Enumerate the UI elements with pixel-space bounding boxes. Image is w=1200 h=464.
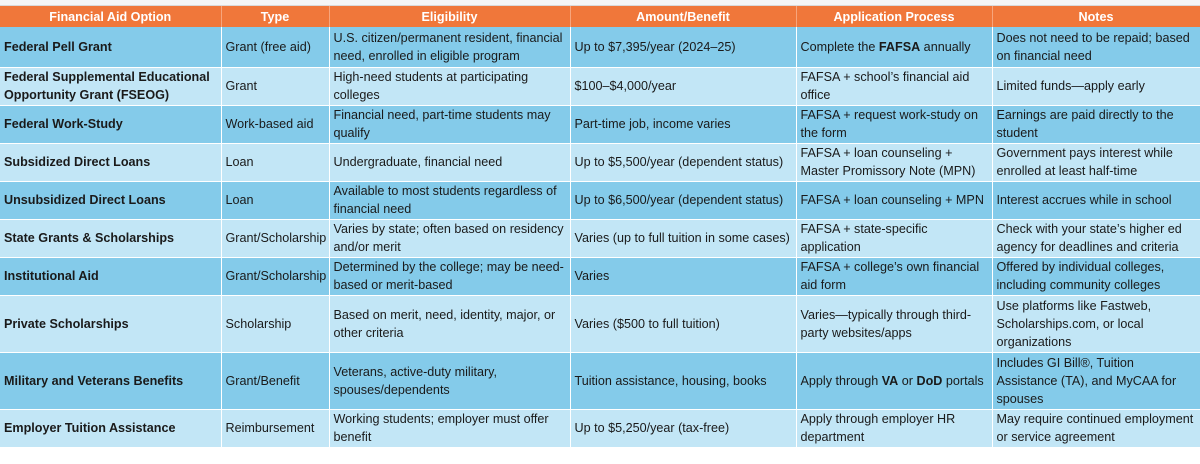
amount-cell[interactable]: Varies ($500 to full tuition) bbox=[570, 295, 797, 353]
table-row: Unsubsidized Direct Loans Loan Available… bbox=[0, 181, 1200, 220]
process-cell[interactable]: FAFSA + loan counseling + Master Promiss… bbox=[796, 143, 993, 182]
type-cell[interactable]: Scholarship bbox=[221, 295, 330, 353]
eligibility-cell[interactable]: High-need students at participating coll… bbox=[329, 67, 571, 106]
process-text: Apply through bbox=[800, 373, 882, 388]
type-cell[interactable]: Grant/Scholarship bbox=[221, 257, 330, 296]
spreadsheet-top-edge bbox=[0, 0, 1200, 6]
option-cell[interactable]: Federal Pell Grant bbox=[0, 27, 222, 68]
option-cell[interactable]: Military and Veterans Benefits bbox=[0, 352, 222, 410]
table-row: Military and Veterans Benefits Grant/Ben… bbox=[0, 352, 1200, 410]
amount-cell[interactable]: Tuition assistance, housing, books bbox=[570, 352, 797, 410]
option-cell[interactable]: Federal Supplemental Educational Opportu… bbox=[0, 67, 222, 106]
notes-cell[interactable]: Interest accrues while in school bbox=[992, 181, 1200, 220]
amount-cell[interactable]: Varies bbox=[570, 257, 797, 296]
process-cell[interactable]: FAFSA + college’s own financial aid form bbox=[796, 257, 993, 296]
process-cell[interactable]: Apply through VA or DoD portals bbox=[796, 352, 993, 410]
header-row: Financial Aid Option Type Eligibility Am… bbox=[0, 6, 1200, 27]
type-cell[interactable]: Loan bbox=[221, 143, 330, 182]
process-cell[interactable]: FAFSA + loan counseling + MPN bbox=[796, 181, 993, 220]
table-row: State Grants & Scholarships Grant/Schola… bbox=[0, 219, 1200, 258]
notes-cell[interactable]: Does not need to be repaid; based on fin… bbox=[992, 27, 1200, 68]
notes-cell[interactable]: Includes GI Bill®, Tuition Assistance (T… bbox=[992, 352, 1200, 410]
table-row: Institutional Aid Grant/Scholarship Dete… bbox=[0, 257, 1200, 296]
option-cell[interactable]: Unsubsidized Direct Loans bbox=[0, 181, 222, 220]
eligibility-cell[interactable]: Determined by the college; may be need-b… bbox=[329, 257, 571, 296]
notes-cell[interactable]: Offered by individual colleges, includin… bbox=[992, 257, 1200, 296]
table-row: Federal Work-Study Work-based aid Financ… bbox=[0, 105, 1200, 144]
table-row: Employer Tuition Assistance Reimbursemen… bbox=[0, 409, 1200, 448]
process-cell[interactable]: FAFSA + state-specific application bbox=[796, 219, 993, 258]
eligibility-cell[interactable]: Undergraduate, financial need bbox=[329, 143, 571, 182]
type-cell[interactable]: Grant (free aid) bbox=[221, 27, 330, 68]
option-cell[interactable]: Institutional Aid bbox=[0, 257, 222, 296]
type-cell[interactable]: Grant/Scholarship bbox=[221, 219, 330, 258]
table-row: Federal Pell Grant Grant (free aid) U.S.… bbox=[0, 27, 1200, 68]
eligibility-cell[interactable]: Working students; employer must offer be… bbox=[329, 409, 571, 448]
amount-cell[interactable]: Varies (up to full tuition in some cases… bbox=[570, 219, 797, 258]
process-text: Complete the bbox=[800, 39, 879, 54]
notes-cell[interactable]: May require continued employment or serv… bbox=[992, 409, 1200, 448]
process-text: or bbox=[898, 373, 917, 388]
eligibility-cell[interactable]: Financial need, part-time students may q… bbox=[329, 105, 571, 144]
type-cell[interactable]: Reimbursement bbox=[221, 409, 330, 448]
notes-cell[interactable]: Use platforms like Fastweb, Scholarships… bbox=[992, 295, 1200, 353]
process-cell[interactable]: Apply through employer HR department bbox=[796, 409, 993, 448]
option-cell[interactable]: Private Scholarships bbox=[0, 295, 222, 353]
eligibility-cell[interactable]: Available to most students regardless of… bbox=[329, 181, 571, 220]
amount-cell[interactable]: Up to $7,395/year (2024–25) bbox=[570, 27, 797, 68]
amount-cell[interactable]: Up to $5,500/year (dependent status) bbox=[570, 143, 797, 182]
notes-cell[interactable]: Limited funds—apply early bbox=[992, 67, 1200, 106]
header-cell-notes[interactable]: Notes bbox=[992, 6, 1200, 27]
eligibility-cell[interactable]: U.S. citizen/permanent resident, financi… bbox=[329, 27, 571, 68]
type-cell[interactable]: Grant/Benefit bbox=[221, 352, 330, 410]
process-emphasis: DoD bbox=[916, 373, 943, 388]
process-cell[interactable]: Varies—typically through third-party web… bbox=[796, 295, 993, 353]
table-row: Private Scholarships Scholarship Based o… bbox=[0, 295, 1200, 353]
notes-cell[interactable]: Check with your state’s higher ed agency… bbox=[992, 219, 1200, 258]
option-cell[interactable]: Federal Work-Study bbox=[0, 105, 222, 144]
process-text: portals bbox=[942, 373, 984, 388]
financial-aid-table: Financial Aid Option Type Eligibility Am… bbox=[0, 6, 1200, 448]
header-cell-type[interactable]: Type bbox=[221, 6, 330, 27]
notes-cell[interactable]: Government pays interest while enrolled … bbox=[992, 143, 1200, 182]
amount-cell[interactable]: Up to $5,250/year (tax-free) bbox=[570, 409, 797, 448]
process-cell[interactable]: Complete the FAFSA annually bbox=[796, 27, 993, 68]
type-cell[interactable]: Grant bbox=[221, 67, 330, 106]
header-cell-eligibility[interactable]: Eligibility bbox=[329, 6, 571, 27]
process-cell[interactable]: FAFSA + request work-study on the form bbox=[796, 105, 993, 144]
table-row: Subsidized Direct Loans Loan Undergradua… bbox=[0, 143, 1200, 182]
header-cell-process[interactable]: Application Process bbox=[796, 6, 993, 27]
amount-cell[interactable]: $100–$4,000/year bbox=[570, 67, 797, 106]
header-cell-amount[interactable]: Amount/Benefit bbox=[570, 6, 797, 27]
option-cell[interactable]: State Grants & Scholarships bbox=[0, 219, 222, 258]
eligibility-cell[interactable]: Veterans, active-duty military, spouses/… bbox=[329, 352, 571, 410]
type-cell[interactable]: Loan bbox=[221, 181, 330, 220]
process-text: annually bbox=[920, 39, 971, 54]
process-emphasis: VA bbox=[881, 373, 899, 388]
type-cell[interactable]: Work-based aid bbox=[221, 105, 330, 144]
option-cell[interactable]: Subsidized Direct Loans bbox=[0, 143, 222, 182]
option-cell[interactable]: Employer Tuition Assistance bbox=[0, 409, 222, 448]
process-cell[interactable]: FAFSA + school’s financial aid office bbox=[796, 67, 993, 106]
eligibility-cell[interactable]: Based on merit, need, identity, major, o… bbox=[329, 295, 571, 353]
table-row: Federal Supplemental Educational Opportu… bbox=[0, 67, 1200, 106]
header-cell-option[interactable]: Financial Aid Option bbox=[0, 6, 222, 27]
notes-cell[interactable]: Earnings are paid directly to the studen… bbox=[992, 105, 1200, 144]
amount-cell[interactable]: Part-time job, income varies bbox=[570, 105, 797, 144]
process-emphasis: FAFSA bbox=[878, 39, 921, 54]
amount-cell[interactable]: Up to $6,500/year (dependent status) bbox=[570, 181, 797, 220]
eligibility-cell[interactable]: Varies by state; often based on residenc… bbox=[329, 219, 571, 258]
